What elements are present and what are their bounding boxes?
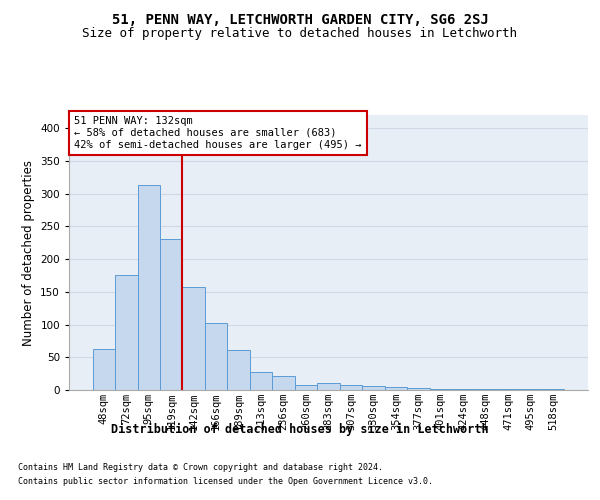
- Text: Contains public sector information licensed under the Open Government Licence v3: Contains public sector information licen…: [18, 478, 433, 486]
- Text: Distribution of detached houses by size in Letchworth: Distribution of detached houses by size …: [111, 422, 489, 436]
- Bar: [272, 376, 295, 390]
- Text: 51 PENN WAY: 132sqm
← 58% of detached houses are smaller (683)
42% of semi-detac: 51 PENN WAY: 132sqm ← 58% of detached ho…: [74, 116, 362, 150]
- Bar: [227, 350, 250, 390]
- Bar: [205, 322, 227, 390]
- Text: Size of property relative to detached houses in Letchworth: Size of property relative to detached ho…: [83, 28, 517, 40]
- Bar: [340, 386, 362, 390]
- Bar: [182, 287, 205, 390]
- Bar: [160, 240, 182, 390]
- Bar: [362, 386, 385, 390]
- Y-axis label: Number of detached properties: Number of detached properties: [22, 160, 35, 346]
- Bar: [250, 372, 272, 390]
- Bar: [407, 388, 430, 390]
- Text: Contains HM Land Registry data © Crown copyright and database right 2024.: Contains HM Land Registry data © Crown c…: [18, 462, 383, 471]
- Bar: [385, 388, 407, 390]
- Bar: [137, 185, 160, 390]
- Bar: [92, 350, 115, 390]
- Text: 51, PENN WAY, LETCHWORTH GARDEN CITY, SG6 2SJ: 51, PENN WAY, LETCHWORTH GARDEN CITY, SG…: [112, 12, 488, 26]
- Bar: [317, 384, 340, 390]
- Bar: [295, 385, 317, 390]
- Bar: [430, 388, 452, 390]
- Bar: [115, 276, 137, 390]
